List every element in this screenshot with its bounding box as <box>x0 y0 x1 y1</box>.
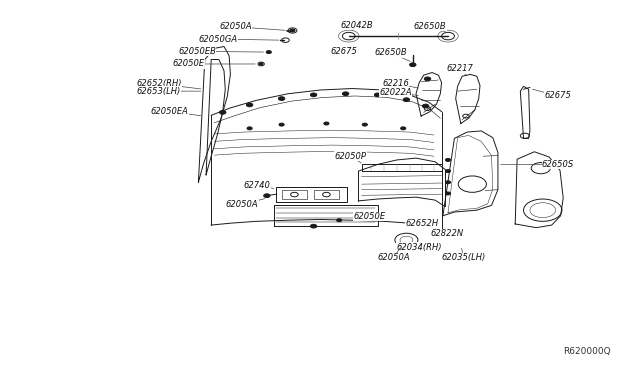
Text: 62675: 62675 <box>331 47 358 56</box>
Text: 62652H: 62652H <box>406 219 439 228</box>
Text: 62050EA: 62050EA <box>150 107 189 116</box>
Text: 62650S: 62650S <box>542 160 574 169</box>
Circle shape <box>445 158 451 161</box>
Circle shape <box>401 127 406 130</box>
Text: 62034(RH): 62034(RH) <box>396 243 442 252</box>
Bar <box>282 190 307 199</box>
Text: 62050P: 62050P <box>335 152 367 161</box>
Circle shape <box>445 192 451 195</box>
Circle shape <box>410 63 416 67</box>
Text: 62822N: 62822N <box>430 229 463 238</box>
Bar <box>314 190 339 199</box>
Circle shape <box>220 110 226 114</box>
Circle shape <box>342 92 349 96</box>
Text: 62652(RH): 62652(RH) <box>136 79 182 88</box>
Text: 62050GA: 62050GA <box>198 35 237 44</box>
Circle shape <box>264 194 270 198</box>
Text: 62650B: 62650B <box>374 48 406 57</box>
Circle shape <box>290 29 295 32</box>
Text: 62050EB: 62050EB <box>178 47 216 56</box>
Circle shape <box>259 63 263 65</box>
Circle shape <box>278 97 285 100</box>
Circle shape <box>445 181 451 184</box>
Circle shape <box>279 123 284 126</box>
Text: 62050A: 62050A <box>220 22 252 31</box>
Circle shape <box>246 103 253 107</box>
Circle shape <box>424 77 431 81</box>
Text: 62050E: 62050E <box>173 60 205 68</box>
Circle shape <box>445 170 451 173</box>
Text: R620000Q: R620000Q <box>564 347 611 356</box>
Circle shape <box>362 123 367 126</box>
Circle shape <box>247 127 252 130</box>
Text: 62035(LH): 62035(LH) <box>442 253 486 262</box>
Text: 62650B: 62650B <box>414 22 446 31</box>
Circle shape <box>310 93 317 97</box>
Text: 62042B: 62042B <box>341 21 373 30</box>
Text: 62216: 62216 <box>382 79 409 88</box>
Circle shape <box>337 219 342 222</box>
Text: 62050A: 62050A <box>378 253 410 262</box>
Text: 62675: 62675 <box>545 92 572 100</box>
Circle shape <box>324 122 329 125</box>
Text: 62050E: 62050E <box>354 212 386 221</box>
Text: 62217: 62217 <box>446 64 473 73</box>
Circle shape <box>374 93 381 97</box>
Text: 62740: 62740 <box>244 181 271 190</box>
Circle shape <box>266 51 271 54</box>
Circle shape <box>422 104 429 108</box>
Circle shape <box>310 224 317 228</box>
Text: 62653(LH): 62653(LH) <box>136 87 181 96</box>
Text: 62022A: 62022A <box>380 88 412 97</box>
Text: 62050A: 62050A <box>226 200 258 209</box>
Circle shape <box>403 98 410 102</box>
